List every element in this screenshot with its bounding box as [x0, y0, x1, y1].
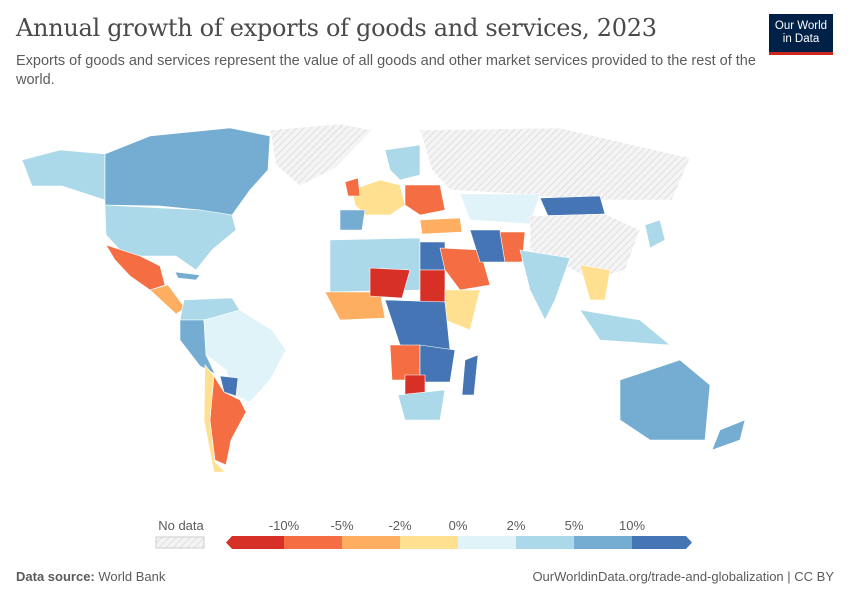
region-alaska[interactable]	[21, 149, 106, 201]
region-egypt[interactable]	[419, 241, 446, 271]
legend-bin-0[interactable]	[226, 536, 284, 549]
region-western-europe[interactable]	[351, 179, 406, 216]
region-greenland[interactable]	[269, 123, 373, 187]
region-india[interactable]	[519, 249, 571, 321]
region-new-zealand[interactable]	[711, 419, 746, 451]
region-scandinavia[interactable]	[384, 144, 421, 181]
region-east-africa[interactable]	[444, 289, 481, 331]
region-paraguay[interactable]	[219, 375, 239, 397]
legend-bin-1[interactable]	[284, 536, 342, 549]
region-sahel[interactable]	[369, 267, 411, 299]
legend-scale	[155, 536, 692, 549]
region-indonesia[interactable]	[579, 309, 671, 346]
region-uk[interactable]	[344, 177, 361, 197]
region-japan-korea[interactable]	[644, 219, 666, 249]
legend-no-data-swatch[interactable]	[155, 536, 205, 549]
region-russia[interactable]	[419, 127, 691, 201]
legend-bin-7[interactable]	[632, 536, 692, 549]
region-central-america[interactable]	[149, 284, 186, 315]
region-middle-east[interactable]	[439, 247, 491, 291]
region-west-africa[interactable]	[324, 291, 386, 321]
region-usa[interactable]	[104, 204, 237, 271]
region-eastern-europe[interactable]	[404, 184, 446, 216]
legend-no-data-label: No data	[158, 518, 204, 533]
legend-bin-3[interactable]	[400, 536, 458, 549]
region-afghanistan-pakistan[interactable]	[499, 231, 526, 263]
legend-bin-4[interactable]	[458, 536, 516, 549]
region-central-africa[interactable]	[384, 299, 451, 351]
source-link[interactable]: World Bank	[98, 569, 166, 584]
data-source: Data source: World Bank	[16, 569, 166, 584]
legend-tick: -10%	[268, 518, 300, 533]
legend-tick: -2%	[388, 518, 412, 533]
owid-logo[interactable]: Our World in Data	[769, 14, 833, 55]
region-turkey[interactable]	[419, 217, 463, 235]
region-canada[interactable]	[104, 127, 271, 216]
world-map[interactable]	[0, 100, 850, 510]
legend-tick: 2%	[506, 518, 526, 533]
legend-tick: 0%	[448, 518, 468, 533]
region-mexico[interactable]	[105, 244, 166, 291]
legend-tick: 10%	[618, 518, 646, 533]
region-caribbean[interactable]	[174, 271, 201, 281]
region-southeast-asia[interactable]	[579, 264, 611, 301]
region-australia[interactable]	[619, 359, 711, 441]
color-legend: No data -10% -5% -2% 0% 2% 5% 10%	[0, 515, 850, 555]
region-south-africa[interactable]	[397, 389, 446, 421]
legend-bin-2[interactable]	[342, 536, 400, 549]
legend-tick: -5%	[330, 518, 354, 533]
region-madagascar[interactable]	[461, 354, 479, 396]
footer-url[interactable]: OurWorldinData.org/trade-and-globalizati…	[532, 569, 834, 584]
region-kazakhstan[interactable]	[459, 193, 541, 225]
region-sudan[interactable]	[419, 269, 446, 303]
region-iberia[interactable]	[339, 209, 366, 231]
legend-tick: 5%	[564, 518, 584, 533]
legend-bin-5[interactable]	[516, 536, 574, 549]
chart-subtitle: Exports of goods and services represent …	[16, 53, 756, 88]
chart-title: Annual growth of exports of goods and se…	[16, 14, 657, 42]
legend-bin-6[interactable]	[574, 536, 632, 549]
region-southern-africa[interactable]	[419, 344, 456, 383]
region-mongolia[interactable]	[539, 195, 606, 217]
region-brazil[interactable]	[203, 309, 287, 403]
region-argentina[interactable]	[209, 375, 247, 466]
region-botswana[interactable]	[404, 374, 426, 396]
